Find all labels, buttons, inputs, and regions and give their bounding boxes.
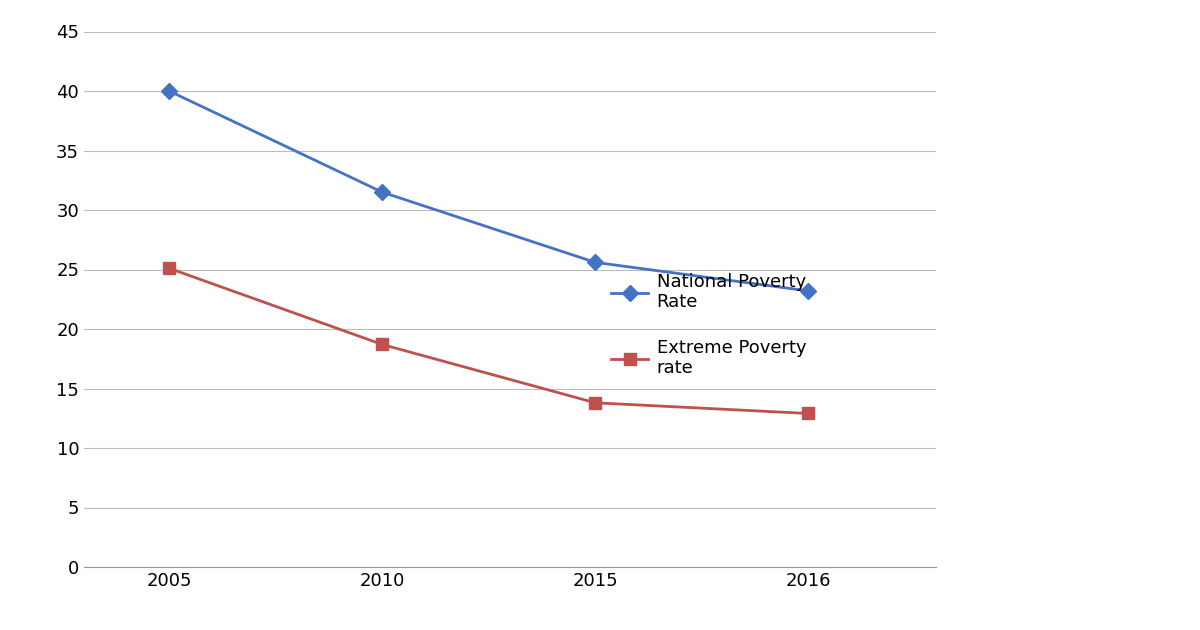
Legend: National Poverty
Rate, Extreme Poverty
rate: National Poverty Rate, Extreme Poverty r… (605, 265, 814, 384)
